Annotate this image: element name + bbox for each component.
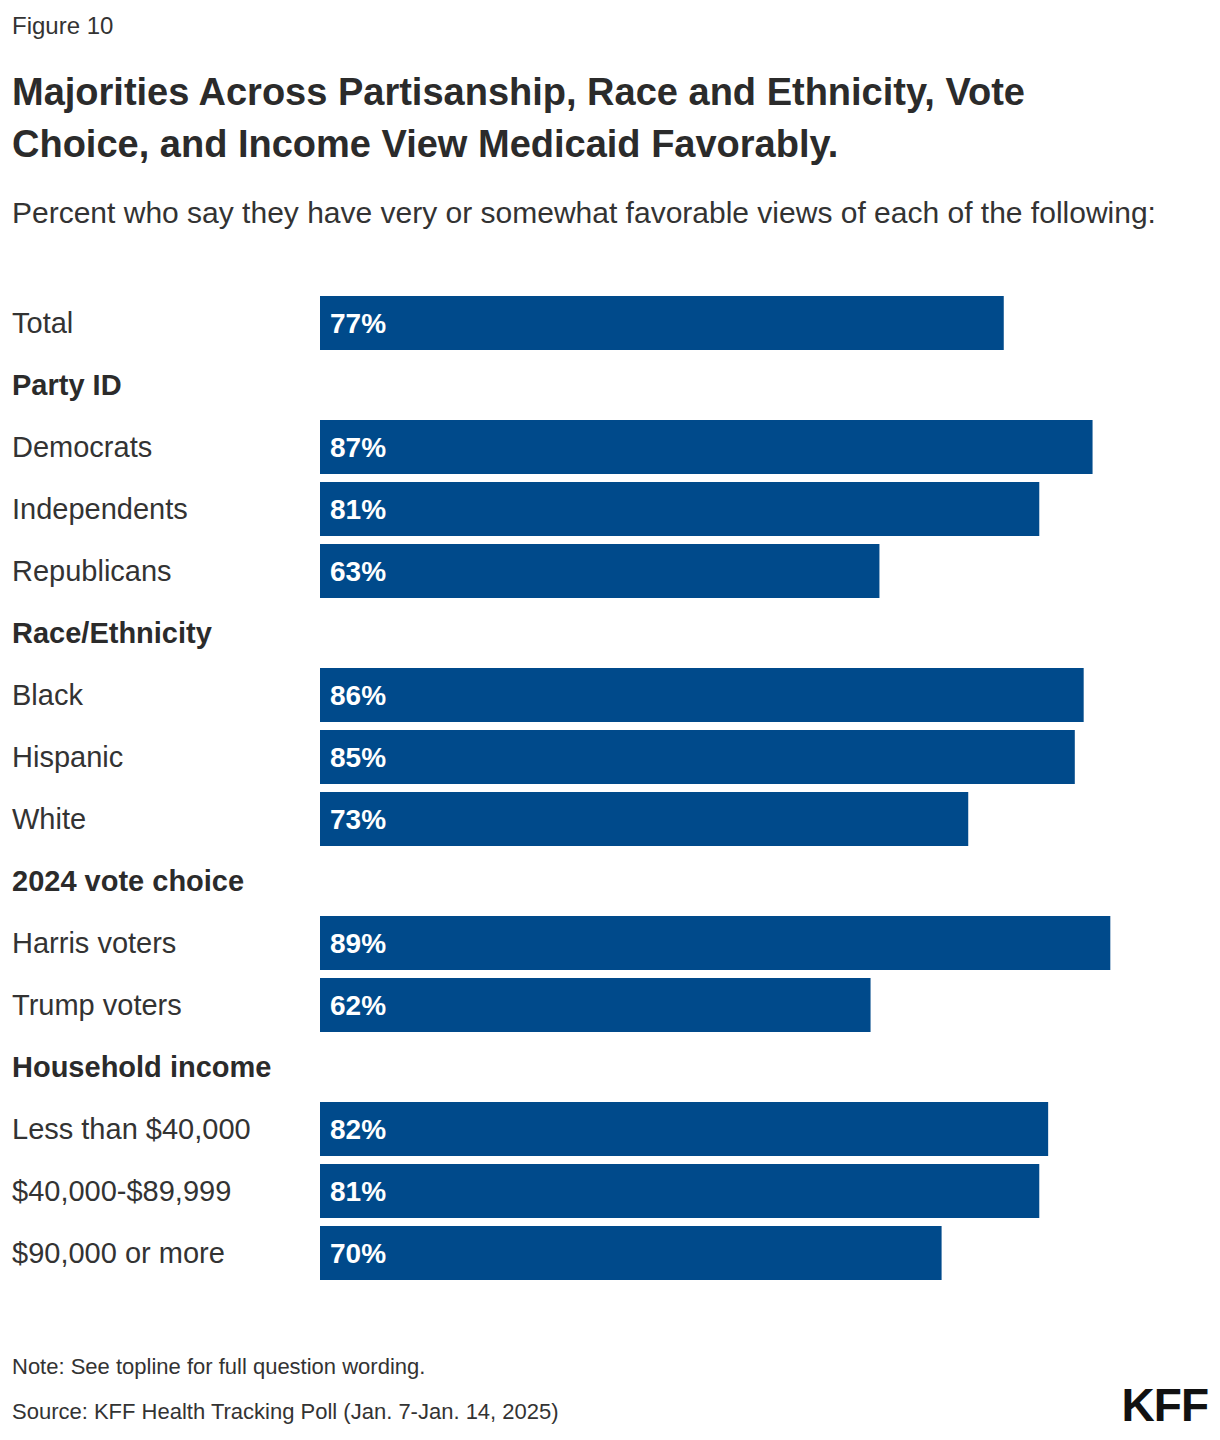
svg-text:2024 vote choice: 2024 vote choice	[12, 865, 244, 897]
svg-text:81%: 81%	[330, 1176, 386, 1207]
svg-text:62%: 62%	[330, 990, 386, 1021]
svg-text:Harris voters: Harris voters	[12, 927, 176, 959]
svg-text:Black: Black	[12, 679, 83, 711]
svg-text:Trump voters: Trump voters	[12, 989, 182, 1021]
svg-text:82%: 82%	[330, 1114, 386, 1145]
svg-text:73%: 73%	[330, 804, 386, 835]
html-text:Note: See topline for full que: Note: See topline for full question word…	[12, 1354, 426, 1379]
html-text:Majorities Across Partisanship: Majorities Across Partisanship, Race and…	[12, 71, 1025, 165]
svg-text:Total: Total	[12, 307, 73, 339]
svg-text:White: White	[12, 803, 86, 835]
html-text:Percent who say they have very: Percent who say they have very or somewh…	[12, 196, 1156, 229]
svg-text:85%: 85%	[330, 742, 386, 773]
html-text:Figure 10: Figure 10	[12, 12, 114, 39]
svg-text:89%: 89%	[330, 928, 386, 959]
svg-text:$90,000 or more: $90,000 or more	[12, 1237, 225, 1269]
svg-text:87%: 87%	[330, 432, 386, 463]
svg-text:70%: 70%	[330, 1238, 386, 1269]
html-text:KFF: KFF	[1121, 1379, 1208, 1431]
svg-text:Independents: Independents	[12, 493, 188, 525]
svg-text:77%: 77%	[330, 308, 386, 339]
svg-text:Race/Ethnicity: Race/Ethnicity	[12, 617, 212, 649]
svg-text:Less than $40,000: Less than $40,000	[12, 1113, 251, 1145]
svg-text:Party ID: Party ID	[12, 369, 122, 401]
html-text:Source: KFF Health Tracking Po: Source: KFF Health Tracking Poll (Jan. 7…	[12, 1399, 559, 1424]
svg-text:Republicans: Republicans	[12, 555, 172, 587]
svg-text:86%: 86%	[330, 680, 386, 711]
svg-text:Hispanic: Hispanic	[12, 741, 123, 773]
svg-text:63%: 63%	[330, 556, 386, 587]
svg-text:Democrats: Democrats	[12, 431, 152, 463]
svg-text:81%: 81%	[330, 494, 386, 525]
svg-text:Household income: Household income	[12, 1051, 271, 1083]
svg-text:$40,000-$89,999: $40,000-$89,999	[12, 1175, 231, 1207]
